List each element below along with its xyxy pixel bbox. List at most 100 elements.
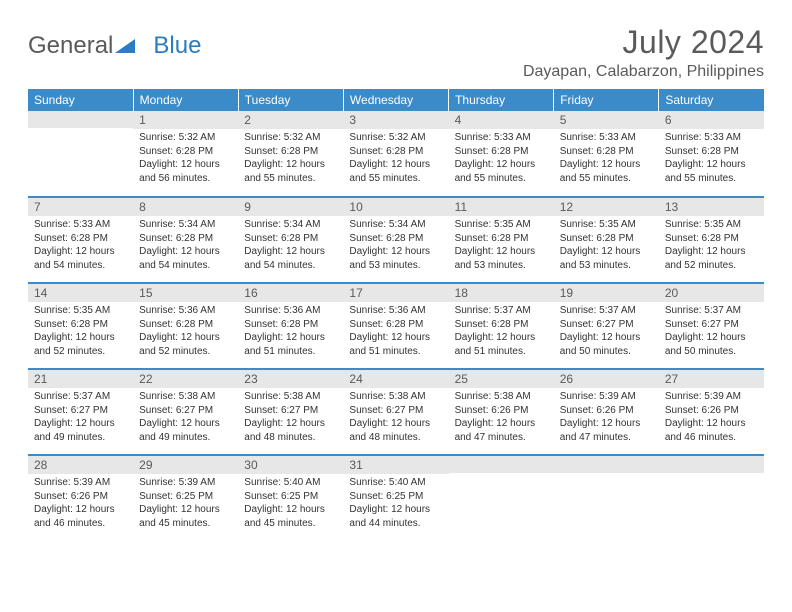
info-sunrise: Sunrise: 5:37 AM	[560, 304, 653, 318]
info-sunset: Sunset: 6:28 PM	[665, 145, 758, 159]
day-number: 7	[28, 198, 133, 216]
day-info: Sunrise: 5:36 AMSunset: 6:28 PMDaylight:…	[343, 302, 448, 362]
info-daylight1: Daylight: 12 hours	[665, 331, 758, 345]
header-right: July 2024 Dayapan, Calabarzon, Philippin…	[523, 24, 764, 81]
calendar-cell: 9Sunrise: 5:34 AMSunset: 6:28 PMDaylight…	[238, 197, 343, 283]
day-header: Saturday	[659, 89, 764, 111]
calendar-row: 21Sunrise: 5:37 AMSunset: 6:27 PMDayligh…	[28, 369, 764, 455]
day-number: 30	[238, 456, 343, 474]
day-number: 18	[449, 284, 554, 302]
day-number: 24	[343, 370, 448, 388]
info-sunrise: Sunrise: 5:37 AM	[34, 390, 127, 404]
info-daylight2: and 55 minutes.	[455, 172, 548, 186]
info-sunset: Sunset: 6:26 PM	[560, 404, 653, 418]
calendar-cell: 26Sunrise: 5:39 AMSunset: 6:26 PMDayligh…	[554, 369, 659, 455]
logo-text-1: General	[28, 32, 113, 60]
info-daylight2: and 56 minutes.	[139, 172, 232, 186]
info-daylight1: Daylight: 12 hours	[560, 158, 653, 172]
info-daylight2: and 49 minutes.	[139, 431, 232, 445]
info-sunset: Sunset: 6:28 PM	[139, 232, 232, 246]
day-info: Sunrise: 5:35 AMSunset: 6:28 PMDaylight:…	[659, 216, 764, 276]
day-header-row: Sunday Monday Tuesday Wednesday Thursday…	[28, 89, 764, 111]
info-daylight2: and 53 minutes.	[560, 259, 653, 273]
info-sunrise: Sunrise: 5:40 AM	[244, 476, 337, 490]
day-info: Sunrise: 5:40 AMSunset: 6:25 PMDaylight:…	[343, 474, 448, 534]
day-info: Sunrise: 5:35 AMSunset: 6:28 PMDaylight:…	[554, 216, 659, 276]
info-daylight1: Daylight: 12 hours	[139, 245, 232, 259]
info-daylight2: and 49 minutes.	[34, 431, 127, 445]
info-sunrise: Sunrise: 5:38 AM	[139, 390, 232, 404]
info-daylight2: and 50 minutes.	[665, 345, 758, 359]
day-header: Thursday	[449, 89, 554, 111]
day-info: Sunrise: 5:37 AMSunset: 6:28 PMDaylight:…	[449, 302, 554, 362]
info-daylight1: Daylight: 12 hours	[244, 158, 337, 172]
info-sunrise: Sunrise: 5:35 AM	[665, 218, 758, 232]
info-sunrise: Sunrise: 5:38 AM	[244, 390, 337, 404]
calendar-cell: 25Sunrise: 5:38 AMSunset: 6:26 PMDayligh…	[449, 369, 554, 455]
info-daylight1: Daylight: 12 hours	[349, 158, 442, 172]
info-sunset: Sunset: 6:26 PM	[34, 490, 127, 504]
day-number: 3	[343, 111, 448, 129]
calendar-row: 7Sunrise: 5:33 AMSunset: 6:28 PMDaylight…	[28, 197, 764, 283]
info-daylight1: Daylight: 12 hours	[665, 245, 758, 259]
day-number: 11	[449, 198, 554, 216]
calendar-row: 1 Sunrise: 5:32 AM Sunset: 6:28 PM Daylight…	[28, 111, 764, 197]
info-sunrise: Sunrise: 5:34 AM	[139, 218, 232, 232]
day-number: 26	[554, 370, 659, 388]
calendar-cell: 29Sunrise: 5:39 AMSunset: 6:25 PMDayligh…	[133, 455, 238, 541]
day-header: Monday	[133, 89, 238, 111]
calendar-body: 1Sunrise: 5:32 AMSunset: 6:28 PMDaylight…	[28, 111, 764, 541]
day-number: 10	[343, 198, 448, 216]
day-info: Sunrise: 5:39 AMSunset: 6:26 PMDaylight:…	[28, 474, 133, 534]
location-text: Dayapan, Calabarzon, Philippines	[523, 63, 764, 81]
day-number: 27	[659, 370, 764, 388]
day-info: Sunrise: 5:38 AMSunset: 6:27 PMDaylight:…	[133, 388, 238, 448]
day-info: Sunrise: 5:38 AMSunset: 6:26 PMDaylight:…	[449, 388, 554, 448]
info-daylight2: and 46 minutes.	[665, 431, 758, 445]
day-number: 1	[133, 111, 238, 129]
day-number: 8	[133, 198, 238, 216]
info-sunrise: Sunrise: 5:36 AM	[244, 304, 337, 318]
day-number	[659, 456, 764, 473]
info-sunrise: Sunrise: 5:36 AM	[139, 304, 232, 318]
day-number: 29	[133, 456, 238, 474]
day-info: Sunrise: 5:35 AMSunset: 6:28 PMDaylight:…	[449, 216, 554, 276]
logo: General Blue	[28, 32, 201, 60]
day-info: Sunrise: 5:37 AMSunset: 6:27 PMDaylight:…	[659, 302, 764, 362]
info-daylight2: and 44 minutes.	[349, 517, 442, 531]
info-sunrise: Sunrise: 5:35 AM	[560, 218, 653, 232]
info-sunset: Sunset: 6:28 PM	[455, 232, 548, 246]
info-daylight2: and 54 minutes.	[244, 259, 337, 273]
calendar-cell: 16Sunrise: 5:36 AMSunset: 6:28 PMDayligh…	[238, 283, 343, 369]
info-sunset: Sunset: 6:25 PM	[139, 490, 232, 504]
info-daylight2: and 54 minutes.	[34, 259, 127, 273]
info-sunrise: Sunrise: 5:32 AM	[244, 131, 337, 145]
calendar-cell	[659, 455, 764, 541]
info-sunset: Sunset: 6:28 PM	[34, 318, 127, 332]
info-daylight2: and 51 minutes.	[349, 345, 442, 359]
day-info: Sunrise: 5:34 AMSunset: 6:28 PMDaylight:…	[133, 216, 238, 276]
info-sunset: Sunset: 6:27 PM	[349, 404, 442, 418]
info-sunset: Sunset: 6:28 PM	[139, 145, 232, 159]
calendar-table: Sunday Monday Tuesday Wednesday Thursday…	[28, 89, 764, 541]
info-daylight1: Daylight: 12 hours	[139, 417, 232, 431]
info-sunset: Sunset: 6:25 PM	[244, 490, 337, 504]
calendar-cell: 7Sunrise: 5:33 AMSunset: 6:28 PMDaylight…	[28, 197, 133, 283]
calendar-cell: 24Sunrise: 5:38 AMSunset: 6:27 PMDayligh…	[343, 369, 448, 455]
info-sunset: Sunset: 6:28 PM	[244, 232, 337, 246]
info-daylight1: Daylight: 12 hours	[244, 503, 337, 517]
info-daylight1: Daylight: 12 hours	[139, 331, 232, 345]
calendar-page: General Blue July 2024 Dayapan, Calabarz…	[0, 0, 792, 541]
info-daylight2: and 52 minutes.	[34, 345, 127, 359]
info-daylight2: and 52 minutes.	[665, 259, 758, 273]
day-number: 12	[554, 198, 659, 216]
info-daylight2: and 55 minutes.	[665, 172, 758, 186]
info-sunset: Sunset: 6:27 PM	[139, 404, 232, 418]
calendar-row: 14Sunrise: 5:35 AMSunset: 6:28 PMDayligh…	[28, 283, 764, 369]
info-daylight1: Daylight: 12 hours	[244, 417, 337, 431]
day-number	[554, 456, 659, 473]
day-number	[449, 456, 554, 473]
info-sunrise: Sunrise: 5:33 AM	[34, 218, 127, 232]
info-sunrise: Sunrise: 5:32 AM	[349, 131, 442, 145]
info-sunset: Sunset: 6:28 PM	[560, 232, 653, 246]
